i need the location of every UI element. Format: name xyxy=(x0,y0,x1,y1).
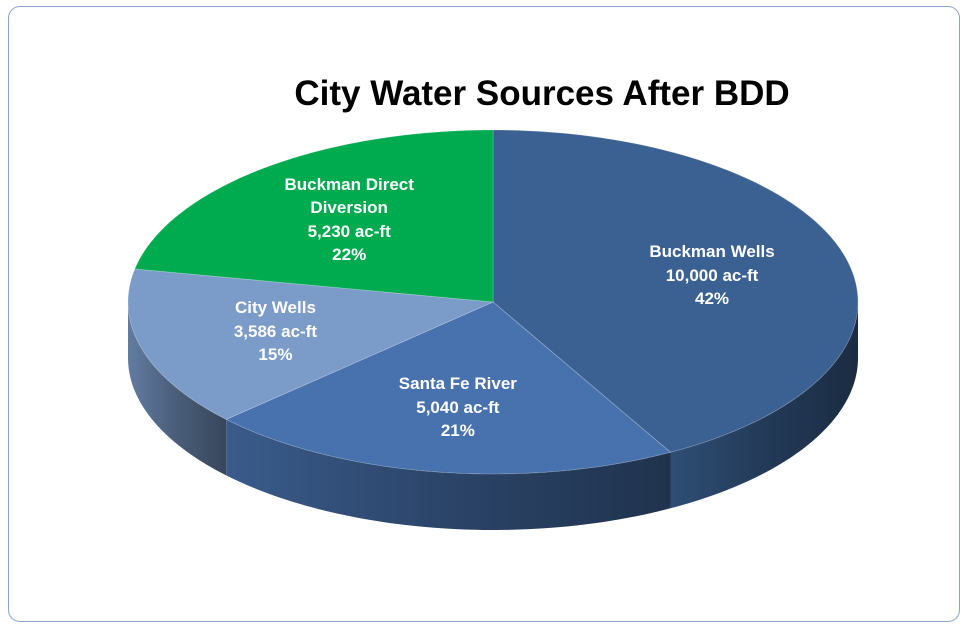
slice-value: 5,040 ac-ft xyxy=(416,397,500,417)
slice-percent: 42% xyxy=(695,288,730,308)
slice-value: 3,586 ac-ft xyxy=(233,321,318,341)
slice-name: Santa Fe River xyxy=(398,374,517,394)
chart-frame xyxy=(8,6,960,622)
slice-name: Buckman Direct Diversion xyxy=(284,174,414,218)
data-label: Buckman Wells 10,000 ac-ft 42% xyxy=(627,240,797,310)
slice-side xyxy=(128,302,227,476)
slice xyxy=(134,129,494,303)
slice-percent: 21% xyxy=(440,421,475,441)
slice xyxy=(127,268,495,420)
slice-value: 10,000 ac-ft xyxy=(665,265,759,285)
data-label: Santa Fe River 5,040 ac-ft 21% xyxy=(373,372,543,442)
chart-title: City Water Sources After BDD xyxy=(294,74,790,113)
slice-value: 5,230 ac-ft xyxy=(307,221,391,241)
slice xyxy=(492,129,859,453)
slice-name: City Wells xyxy=(234,298,316,318)
slice xyxy=(225,301,672,475)
slice-side xyxy=(226,419,671,530)
slice-side xyxy=(670,302,858,509)
data-label: City Wells 3,586 ac-ft 15% xyxy=(190,296,360,366)
slice-name: Buckman Wells xyxy=(649,242,775,262)
slice-percent: 15% xyxy=(258,345,293,365)
data-label: Buckman Direct Diversion 5,230 ac-ft 22% xyxy=(264,173,434,267)
slice-percent: 22% xyxy=(332,245,367,265)
